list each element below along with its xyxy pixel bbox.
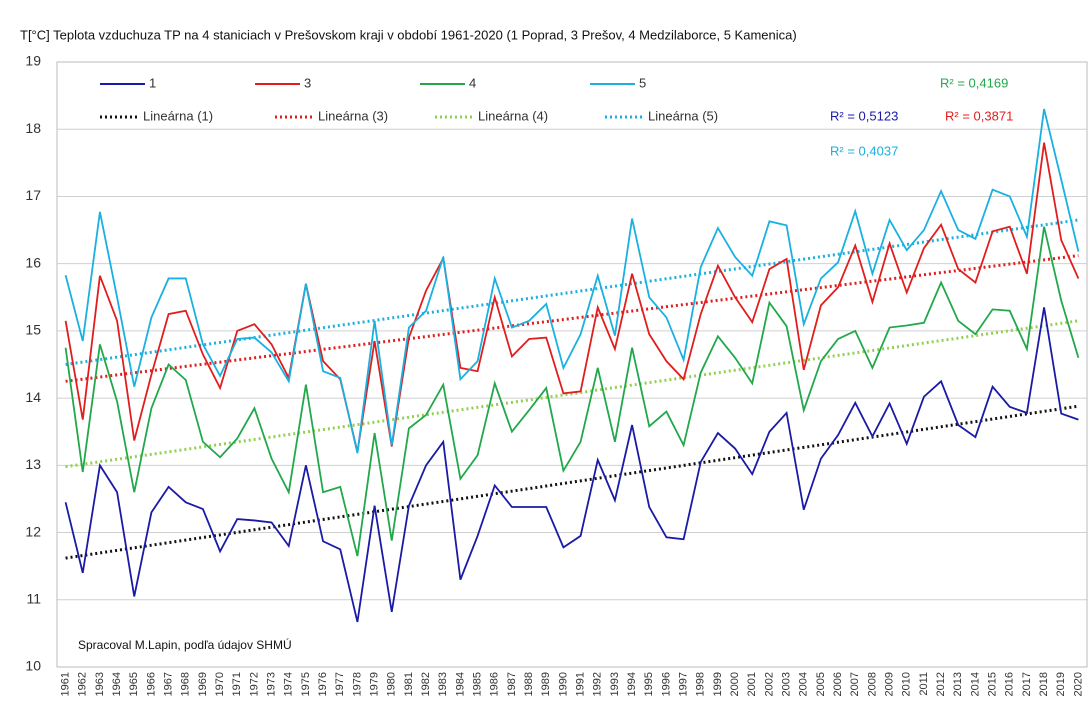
legend-label: Lineárna (1) (143, 108, 213, 123)
x-tick-label: 1993 (609, 672, 621, 696)
legend-label: 5 (639, 75, 646, 90)
x-tick-label: 1996 (660, 672, 672, 696)
x-tick-label: 1978 (351, 672, 363, 696)
x-tick-label: 1964 (111, 672, 123, 696)
x-tick-label: 2003 (780, 672, 792, 696)
legend-label: 4 (469, 75, 476, 90)
x-tick-label: 2002 (763, 672, 775, 696)
x-tick-label: 1998 (695, 672, 707, 696)
x-tick-label: 1968 (180, 672, 192, 696)
x-tick-label: 2012 (935, 672, 947, 696)
annotation: R² = 0,5123 (830, 108, 898, 123)
x-tick-label: 1962 (77, 672, 89, 696)
x-tick-label: 1981 (403, 672, 415, 696)
x-tick-label: 1969 (197, 672, 209, 696)
x-tick-label: 2010 (901, 672, 913, 696)
x-tick-label: 1980 (386, 672, 398, 696)
x-tick-label: 1971 (231, 672, 243, 696)
x-tick-label: 1986 (489, 672, 501, 696)
x-tick-label: 2009 (883, 672, 895, 696)
y-tick-label: 19 (25, 53, 41, 69)
y-tick-label: 12 (25, 523, 41, 539)
x-tick-label: 1976 (317, 672, 329, 696)
y-tick-label: 15 (25, 322, 41, 338)
x-tick-label: 2000 (729, 672, 741, 696)
series-line (64, 226, 1080, 557)
x-tick-label: 1966 (145, 672, 157, 696)
x-tick-label: 1997 (677, 672, 689, 696)
x-tick-label: 1979 (368, 672, 380, 696)
x-tick-label: 2004 (798, 672, 810, 696)
x-tick-label: 1989 (540, 672, 552, 696)
trend-line (65, 254, 1079, 383)
series-line (64, 307, 1079, 623)
annotation: R² = 0,4169 (940, 75, 1008, 90)
y-tick-label: 17 (25, 187, 41, 203)
x-tick-label: 2013 (952, 672, 964, 696)
annotation: R² = 0,4037 (830, 143, 898, 158)
x-tick-label: 1994 (626, 672, 638, 696)
x-tick-label: 1974 (283, 672, 295, 696)
legend-label: 3 (304, 75, 311, 90)
x-tick-label: 2008 (866, 672, 878, 696)
x-tick-label: 2019 (1055, 672, 1067, 696)
y-tick-label: 16 (25, 254, 41, 270)
x-tick-label: 2006 (832, 672, 844, 696)
x-tick-label: 1961 (59, 672, 71, 696)
x-tick-label: 1963 (94, 672, 106, 696)
x-tick-label: 1987 (506, 672, 518, 696)
x-tick-label: 2007 (849, 672, 861, 696)
x-tick-label: 2001 (746, 672, 758, 696)
x-tick-label: 2011 (918, 672, 930, 696)
legend-label: Lineárna (5) (648, 108, 718, 123)
x-tick-label: 2015 (986, 672, 998, 696)
legend-label: Lineárna (4) (478, 108, 548, 123)
x-tick-label: 1977 (334, 672, 346, 696)
x-tick-label: 1965 (128, 672, 140, 696)
y-tick-label: 11 (26, 590, 41, 606)
x-tick-label: 1967 (162, 672, 174, 696)
x-tick-label: 1973 (265, 672, 277, 696)
x-tick-label: 2014 (969, 672, 981, 696)
series-line (64, 142, 1080, 453)
x-tick-label: 1999 (712, 672, 724, 696)
trend-line (65, 404, 1079, 560)
x-tick-label: 2016 (1004, 672, 1016, 696)
x-tick-label: 1991 (574, 672, 586, 696)
y-tick-label: 13 (25, 456, 41, 472)
x-tick-label: 2020 (1072, 672, 1084, 696)
x-tick-label: 1995 (643, 672, 655, 696)
series-line (64, 108, 1080, 454)
y-tick-label: 10 (25, 658, 41, 674)
x-tick-label: 1970 (214, 672, 226, 696)
x-tick-label: 2005 (815, 672, 827, 696)
x-tick-label: 1975 (300, 672, 312, 696)
x-tick-label: 1990 (557, 672, 569, 696)
y-tick-label: 18 (25, 120, 41, 136)
x-tick-label: 1984 (454, 672, 466, 696)
x-tick-label: 1982 (420, 672, 432, 696)
note: Spracoval M.Lapin, podľa údajov SHMÚ (78, 637, 292, 652)
x-tick-label: 1992 (592, 672, 604, 696)
legend-label: 1 (149, 75, 156, 90)
x-tick-label: 1988 (523, 672, 535, 696)
y-tick-label: 14 (25, 389, 41, 405)
annotation: R² = 0,3871 (945, 108, 1013, 123)
x-tick-label: 1985 (471, 672, 483, 696)
x-tick-label: 1972 (248, 672, 260, 696)
plot-border (56, 61, 1088, 668)
x-tick-label: 2018 (1038, 672, 1050, 696)
x-tick-label: 2017 (1021, 672, 1033, 696)
x-tick-label: 1983 (437, 672, 449, 696)
chart-title: T[°C] Teplota vzduchuza TP na 4 stanicia… (20, 27, 797, 42)
legend-label: Lineárna (3) (318, 108, 388, 123)
